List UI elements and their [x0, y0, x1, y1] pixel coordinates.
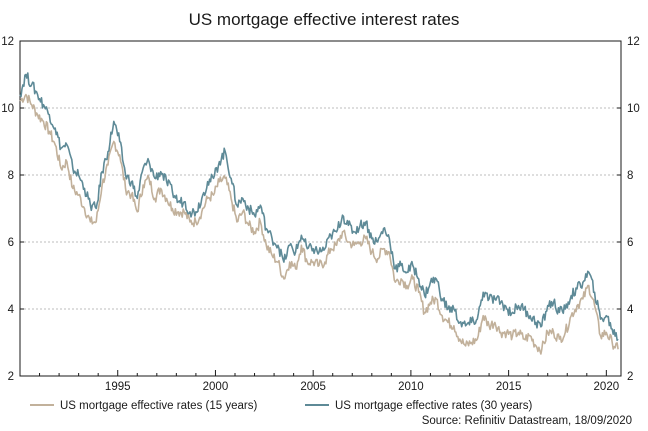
legend: US mortgage effective rates (15 years) U…: [30, 400, 532, 412]
x-tick-label-2020: 2020: [594, 381, 620, 393]
y-tick-label-right: 6: [627, 237, 633, 249]
y-axis-right-ticks: 2 4 6 8 10 12: [617, 36, 640, 383]
y-tick-label-left: 2: [8, 371, 14, 383]
y-tick-label-left: 6: [8, 237, 14, 249]
legend-label-30-years: US mortgage effective rates (30 years): [335, 400, 532, 412]
x-tick-label-2010: 2010: [398, 381, 424, 393]
series-lines: [19, 72, 619, 355]
plot-area-frame: [19, 40, 622, 377]
x-tick-label-2000: 2000: [203, 381, 229, 393]
series-line-15-years: [19, 93, 619, 355]
y-tick-label-right: 2: [627, 371, 633, 383]
x-axis-ticks: 1995 2000 2005 2010 2015 2020: [19, 370, 620, 393]
y-tick-label-left: 12: [1, 36, 14, 48]
y-tick-label-left: 4: [8, 304, 15, 316]
source-note: Source: Refinitiv Datastream, 18/09/2020: [422, 415, 632, 427]
y-tick-label-right: 12: [627, 36, 640, 48]
y-tick-label-right: 10: [627, 103, 640, 115]
legend-label-15-years: US mortgage effective rates (15 years): [60, 400, 257, 412]
y-tick-label-left: 10: [1, 103, 14, 115]
y-tick-label-right: 4: [627, 304, 634, 316]
series-line-30-years: [19, 72, 619, 342]
y-axis-left-ticks: 2 4 6 8 10 12: [1, 36, 24, 383]
chart-title: US mortgage effective interest rates: [189, 10, 460, 29]
x-tick-label-1995: 1995: [105, 381, 131, 393]
x-tick-label-2005: 2005: [300, 381, 326, 393]
x-tick-label-2015: 2015: [496, 381, 522, 393]
y-tick-label-right: 8: [627, 170, 633, 182]
y-tick-label-left: 8: [8, 170, 14, 182]
